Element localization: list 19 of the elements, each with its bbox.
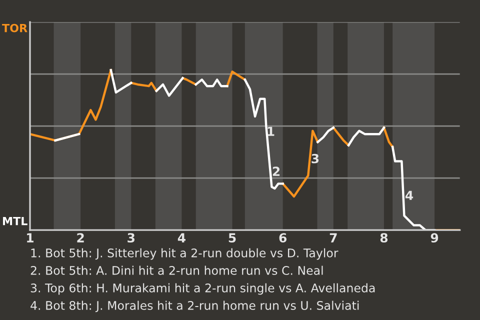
text: 4. Bot 8th: J. Morales hit a 2-run home run vs U. Salviati	[30, 300, 359, 312]
annotation: 2	[272, 166, 280, 176]
x-tick-label: 3	[128, 233, 134, 243]
x-tick-label: 6	[279, 233, 287, 243]
x-tick-label: 5	[228, 233, 236, 243]
text: 3. Top 6th: H. Murakami hit a 2-run single vs A. Avellaneda	[30, 283, 375, 295]
annotation: 3	[312, 154, 319, 164]
annotation: 4	[405, 190, 414, 200]
x-tick-label: 8	[380, 233, 388, 243]
text: 2. Bot 5th: A. Dini hit a 2-run home run vs C. Neal	[30, 266, 323, 275]
x-tick-label: 7	[330, 233, 337, 242]
text: 1. Bot 5th: J. Sitterley hit a 2-run double vs D. Taylor	[31, 248, 338, 260]
text: MTL	[3, 216, 28, 226]
x-tick-label: 1	[27, 233, 34, 242]
x-tick-label: 4	[178, 233, 186, 242]
annotation: 1	[268, 126, 274, 136]
text: TOR	[2, 24, 28, 32]
x-tick-label: 2	[77, 233, 84, 242]
x-tick-label: 9	[430, 233, 438, 243]
